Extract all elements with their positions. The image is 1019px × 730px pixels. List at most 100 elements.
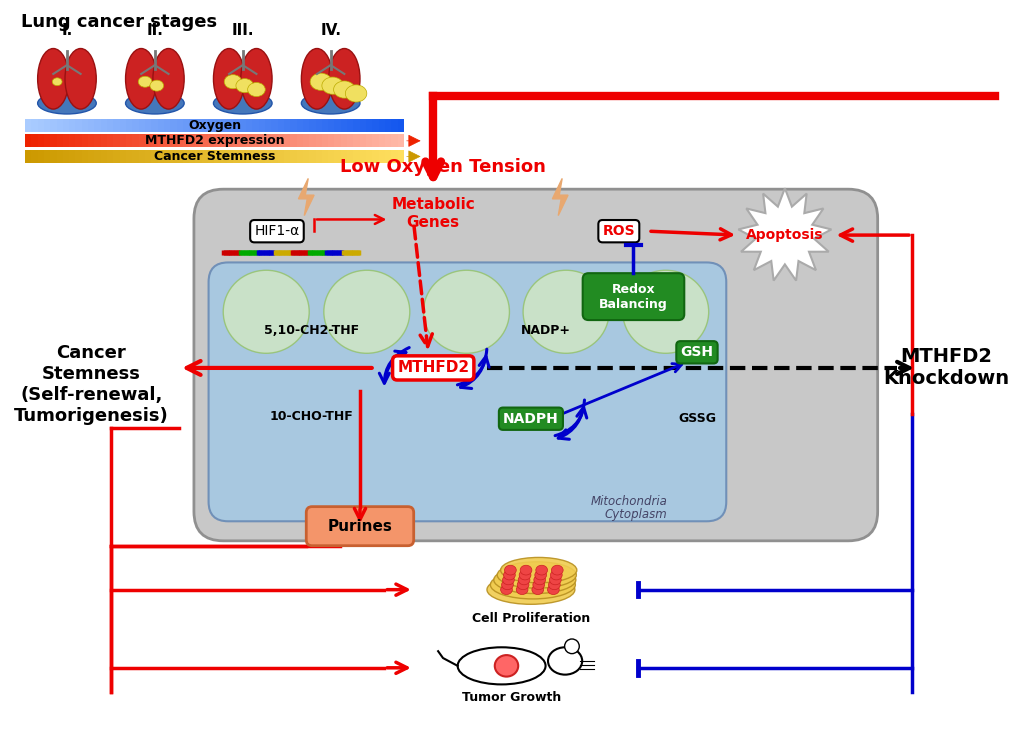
Ellipse shape: [322, 77, 343, 94]
Bar: [202, 119, 209, 131]
Bar: [239, 119, 247, 131]
Bar: [271, 150, 278, 163]
Bar: [158, 150, 164, 163]
Bar: [372, 150, 379, 163]
Ellipse shape: [623, 270, 708, 353]
Bar: [63, 150, 69, 163]
Bar: [88, 119, 95, 131]
Bar: [164, 119, 170, 131]
Bar: [38, 150, 45, 163]
Ellipse shape: [52, 78, 62, 85]
Bar: [303, 134, 310, 147]
Bar: [309, 119, 316, 131]
Bar: [384, 150, 391, 163]
Bar: [139, 150, 146, 163]
Bar: [132, 119, 139, 131]
Bar: [397, 134, 404, 147]
Ellipse shape: [547, 648, 582, 675]
Bar: [189, 150, 196, 163]
Text: MTHFD2
Knockdown: MTHFD2 Knockdown: [882, 347, 1008, 388]
Ellipse shape: [550, 570, 561, 580]
Bar: [69, 134, 75, 147]
Bar: [214, 119, 221, 131]
Bar: [189, 119, 196, 131]
Bar: [196, 119, 202, 131]
Bar: [378, 134, 385, 147]
Bar: [139, 134, 146, 147]
Bar: [158, 134, 164, 147]
Bar: [208, 134, 215, 147]
Text: Tumor Growth: Tumor Growth: [462, 691, 560, 704]
Ellipse shape: [235, 79, 254, 93]
Bar: [164, 150, 170, 163]
Text: II.: II.: [147, 23, 163, 39]
Bar: [132, 150, 139, 163]
Ellipse shape: [345, 85, 367, 102]
Bar: [82, 150, 89, 163]
Bar: [303, 119, 310, 131]
Ellipse shape: [310, 73, 331, 91]
Ellipse shape: [125, 93, 184, 114]
Bar: [378, 150, 385, 163]
Ellipse shape: [153, 48, 184, 109]
Bar: [75, 150, 83, 163]
Ellipse shape: [518, 575, 530, 585]
Bar: [283, 150, 290, 163]
Bar: [95, 119, 101, 131]
Bar: [170, 134, 177, 147]
Bar: [151, 134, 158, 147]
Ellipse shape: [535, 565, 547, 575]
Bar: [107, 119, 114, 131]
Bar: [353, 134, 360, 147]
Bar: [322, 119, 328, 131]
Text: Cancer
Stemness
(Self-renewal,
Tumorigenesis): Cancer Stemness (Self-renewal, Tumorigen…: [14, 345, 168, 425]
Ellipse shape: [500, 585, 512, 594]
Text: Metabolic
Genes: Metabolic Genes: [391, 197, 475, 230]
Bar: [340, 150, 347, 163]
Bar: [372, 119, 379, 131]
Text: NADP+: NADP+: [520, 324, 570, 337]
Bar: [328, 150, 334, 163]
Bar: [346, 134, 354, 147]
Bar: [24, 119, 32, 131]
Ellipse shape: [490, 571, 575, 599]
Ellipse shape: [517, 580, 529, 590]
Bar: [113, 134, 120, 147]
Text: Cell Proliferation: Cell Proliferation: [472, 612, 589, 626]
Bar: [271, 134, 278, 147]
Text: 5,10-CH2-THF: 5,10-CH2-THF: [263, 324, 359, 337]
Bar: [50, 119, 57, 131]
Ellipse shape: [38, 48, 69, 109]
Text: Cancer Stemness: Cancer Stemness: [154, 150, 275, 163]
Bar: [56, 119, 63, 131]
Ellipse shape: [516, 585, 528, 594]
Bar: [119, 134, 126, 147]
Bar: [101, 150, 107, 163]
Bar: [239, 134, 247, 147]
Bar: [164, 134, 170, 147]
FancyBboxPatch shape: [194, 189, 876, 541]
Bar: [158, 119, 164, 131]
Ellipse shape: [504, 565, 516, 575]
Text: Mitochondria: Mitochondria: [590, 495, 667, 508]
Bar: [145, 134, 152, 147]
Ellipse shape: [333, 81, 355, 98]
Bar: [346, 150, 354, 163]
Ellipse shape: [533, 575, 545, 585]
Bar: [38, 119, 45, 131]
FancyBboxPatch shape: [582, 273, 684, 320]
Text: Purines: Purines: [327, 519, 392, 534]
Bar: [366, 119, 373, 131]
Bar: [151, 119, 158, 131]
Bar: [95, 134, 101, 147]
Bar: [50, 150, 57, 163]
Bar: [283, 119, 290, 131]
Ellipse shape: [486, 575, 575, 604]
Bar: [265, 150, 271, 163]
Bar: [233, 119, 239, 131]
Bar: [56, 134, 63, 147]
Bar: [353, 150, 360, 163]
Ellipse shape: [523, 270, 608, 353]
Bar: [107, 134, 114, 147]
Ellipse shape: [240, 48, 272, 109]
